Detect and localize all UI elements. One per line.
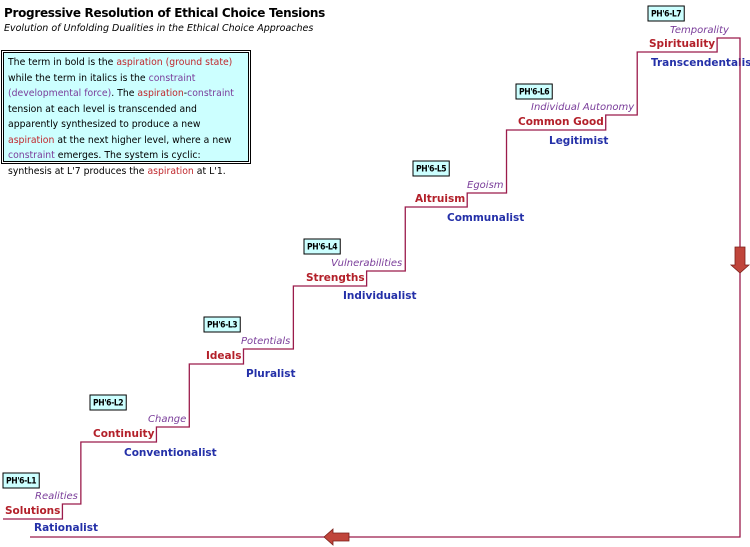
approach: Conventionalist bbox=[124, 447, 217, 459]
tag-box bbox=[303, 238, 341, 255]
subtitle: Evolution of Unfolding Dualities in the … bbox=[4, 23, 314, 34]
approach: Transcendentalist bbox=[651, 57, 750, 69]
approach: Rationalist bbox=[34, 522, 98, 534]
tag-box bbox=[2, 472, 40, 489]
note-term: aspiration bbox=[8, 134, 55, 146]
aspiration: Solutions bbox=[5, 505, 60, 517]
arrow-down bbox=[729, 246, 750, 274]
tag-box bbox=[89, 394, 127, 411]
note-text: emerges. The system is cyclic: synthesis… bbox=[8, 150, 201, 177]
note-text: . The bbox=[111, 88, 138, 99]
level-tag: PH'6-L3 bbox=[207, 321, 237, 331]
note-text: - bbox=[183, 88, 188, 99]
note-text: tension at each level is transcended and… bbox=[8, 103, 201, 131]
level-tag: PH'6-L5 bbox=[416, 165, 446, 175]
aspiration: Common Good bbox=[518, 116, 604, 128]
arrow-left bbox=[323, 528, 350, 546]
note-term: aspiration bbox=[147, 165, 194, 177]
level-tag: PH'6-L1 bbox=[6, 477, 36, 487]
note-box: The term in bold is the aspiration (grou… bbox=[1, 50, 251, 177]
note-text: at the next higher level, where a new bbox=[54, 134, 232, 146]
approach: Legitimist bbox=[549, 135, 608, 147]
constraint: Realities bbox=[35, 491, 78, 502]
constraint: Individual Autonomy bbox=[531, 102, 635, 113]
level-tag: PH'6-L6 bbox=[519, 88, 549, 98]
connector bbox=[3, 37, 741, 538]
note-term: aspiration bbox=[137, 88, 184, 99]
note-text: while the term in italics is the bbox=[8, 72, 149, 84]
approach: Pluralist bbox=[246, 368, 296, 380]
level-tag: PH'6-L7 bbox=[651, 10, 681, 20]
note-term: constraint (developmental force) bbox=[8, 72, 196, 100]
note-term: constraint bbox=[187, 88, 234, 99]
aspiration: Altruism bbox=[415, 193, 465, 205]
level-tag: PH'6-L4 bbox=[307, 243, 337, 253]
note-term: constraint bbox=[8, 150, 55, 161]
constraint: Vulnerabilities bbox=[331, 258, 402, 269]
tag-box bbox=[412, 160, 450, 177]
note-text: at L'1. bbox=[193, 165, 226, 177]
constraint: Potentials bbox=[241, 336, 290, 347]
aspiration: Strengths bbox=[306, 272, 365, 284]
note-text: The term in bold is the bbox=[8, 57, 117, 68]
constraint: Temporality bbox=[670, 25, 730, 36]
tag-box bbox=[515, 83, 553, 100]
level-tag: PH'6-L2 bbox=[93, 399, 123, 409]
title: Progressive Resolution of Ethical Choice… bbox=[4, 6, 326, 20]
approach: Communalist bbox=[447, 212, 524, 224]
approach: Individualist bbox=[343, 290, 417, 302]
tag-box bbox=[647, 5, 685, 22]
aspiration: Spirituality bbox=[649, 38, 715, 50]
constraint: Change bbox=[148, 414, 186, 425]
constraint: Egoism bbox=[467, 180, 504, 191]
note-term: aspiration (ground state) bbox=[116, 57, 233, 68]
aspiration: Continuity bbox=[93, 428, 155, 440]
aspiration: Ideals bbox=[206, 350, 241, 362]
tag-box bbox=[203, 316, 241, 333]
